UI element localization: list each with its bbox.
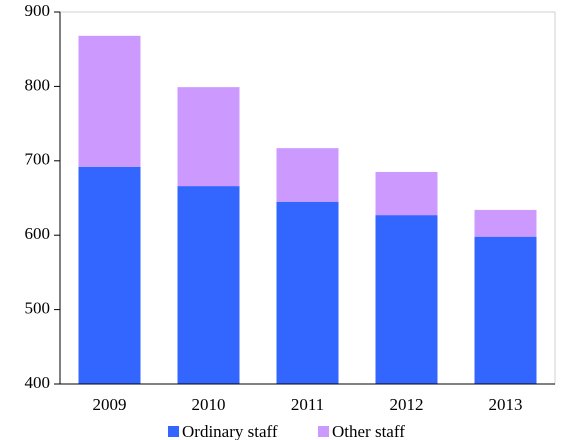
bar-segment xyxy=(276,201,339,384)
y-tick-label: 500 xyxy=(25,299,51,318)
y-tick-label: 600 xyxy=(25,224,51,243)
bar-segment xyxy=(177,186,240,384)
bar-segment xyxy=(375,171,438,216)
bar-segment xyxy=(177,87,240,187)
x-tick-label: 2012 xyxy=(390,395,424,414)
x-tick-label: 2010 xyxy=(192,395,226,414)
bar-segment xyxy=(474,209,537,237)
bar-segment xyxy=(375,215,438,384)
bar-segment xyxy=(78,35,141,167)
y-tick-label: 700 xyxy=(25,150,51,169)
x-tick-label: 2011 xyxy=(291,395,324,414)
legend-swatch xyxy=(318,426,329,437)
bar-segment xyxy=(474,236,537,384)
x-tick-label: 2009 xyxy=(93,395,127,414)
x-tick-label: 2013 xyxy=(489,395,523,414)
legend-swatch xyxy=(168,426,179,437)
legend-label: Other staff xyxy=(332,422,405,440)
bar-segment xyxy=(276,148,339,202)
bar-segment xyxy=(78,166,141,384)
y-tick-label: 400 xyxy=(25,373,51,392)
y-tick-label: 900 xyxy=(25,1,51,20)
legend-label: Ordinary staff xyxy=(182,422,278,440)
y-tick-label: 800 xyxy=(25,75,51,94)
